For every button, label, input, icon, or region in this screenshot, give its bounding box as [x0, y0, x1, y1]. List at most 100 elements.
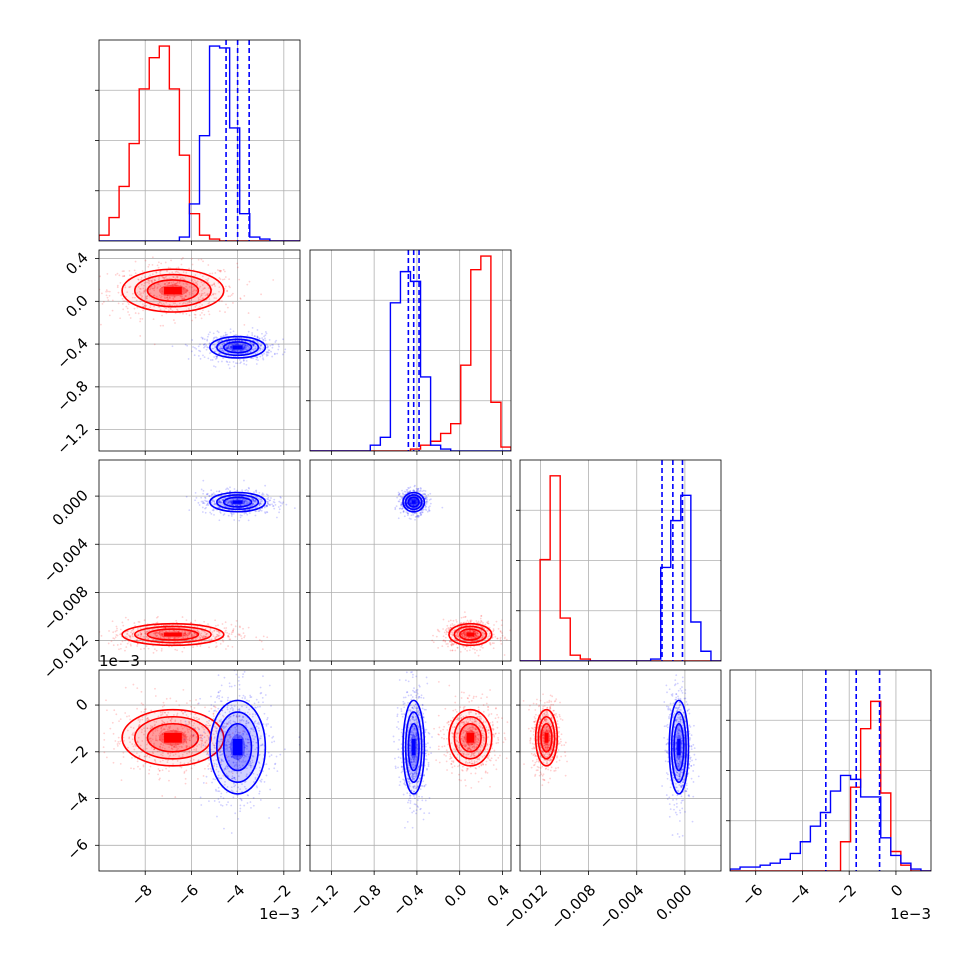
sample-point: [153, 748, 156, 751]
sample-point: [255, 355, 258, 358]
sample-point: [482, 633, 485, 636]
sample-point: [176, 731, 179, 733]
sample-point: [160, 649, 163, 652]
sample-point: [146, 754, 149, 757]
sample-point: [238, 498, 241, 501]
sample-point: [253, 501, 256, 503]
sample-point: [261, 492, 264, 495]
sample-point: [164, 283, 167, 285]
sample-point: [215, 624, 217, 627]
sample-point: [103, 751, 106, 754]
sample-point: [124, 635, 127, 638]
sample-point: [162, 635, 164, 638]
sample-point: [224, 334, 227, 337]
sample-point: [254, 748, 257, 751]
sample-point: [132, 628, 135, 631]
panel-frame: [98, 249, 301, 452]
sample-point: [256, 705, 259, 708]
sample-point: [193, 764, 196, 766]
sample-point: [215, 629, 218, 632]
sample-point: [231, 346, 233, 349]
sample-point: [235, 362, 237, 365]
sample-point: [213, 502, 216, 505]
sample-point: [442, 639, 445, 642]
sample-point: [426, 501, 429, 503]
sample-point: [168, 645, 171, 648]
y-tick-label: 0.4: [62, 249, 92, 279]
sample-point: [173, 745, 176, 748]
sample-point: [173, 745, 175, 748]
sample-point: [173, 295, 176, 298]
sample-point: [153, 744, 155, 747]
sample-point: [242, 348, 245, 350]
sample-point: [183, 751, 186, 753]
sample-point: [126, 291, 129, 294]
sample-point: [455, 620, 458, 623]
sample-point: [200, 635, 203, 638]
sample-point: [119, 740, 122, 743]
sample-point: [263, 506, 266, 509]
sample-point: [219, 744, 222, 747]
sample-point: [239, 497, 242, 500]
contour-line: [209, 335, 267, 359]
sample-point: [416, 500, 419, 503]
sample-point: [259, 349, 262, 352]
sample-point: [212, 509, 215, 512]
sample-point: [193, 748, 196, 751]
sample-point: [111, 309, 114, 312]
sample-point: [398, 493, 401, 495]
sample-point: [244, 344, 247, 347]
sample-point: [137, 736, 140, 739]
sample-point: [457, 630, 460, 633]
sample-point: [424, 493, 426, 496]
sample-point: [161, 719, 163, 722]
sample-point: [238, 735, 241, 738]
sample-point: [251, 334, 254, 336]
sample-point: [183, 287, 185, 290]
sample-point: [159, 743, 162, 745]
sample-point: [422, 489, 425, 492]
sample-point: [137, 278, 140, 281]
sample-point: [468, 626, 471, 629]
sample-point: [163, 294, 165, 297]
sample-point: [190, 720, 193, 723]
sample-point: [253, 335, 256, 338]
sample-point: [145, 625, 148, 628]
sample-point: [212, 759, 215, 762]
sample-point: [174, 283, 177, 285]
sample-point: [218, 631, 221, 634]
sample-point: [464, 632, 466, 635]
sample-point: [270, 350, 272, 353]
sample-point: [260, 498, 262, 501]
sample-point: [137, 719, 140, 721]
sample-point: [129, 643, 132, 646]
sample-point: [265, 351, 268, 353]
sample-point: [223, 513, 226, 515]
sample-point: [161, 711, 164, 714]
sample-point: [407, 486, 409, 489]
sample-point: [413, 497, 416, 500]
sample-point: [138, 721, 141, 723]
sample-point: [417, 514, 419, 517]
sample-point: [224, 285, 227, 288]
sample-point: [187, 642, 190, 645]
sample-point: [188, 751, 191, 754]
sample-point: [124, 712, 127, 714]
sample-point: [220, 349, 223, 352]
sample-point: [165, 724, 168, 727]
sample-point: [225, 747, 228, 750]
sample-point: [159, 296, 162, 299]
sample-point: [230, 512, 233, 515]
sample-point: [195, 748, 198, 750]
sample-point: [213, 283, 215, 286]
sample-point: [217, 635, 220, 638]
sample-point: [231, 502, 233, 505]
sample-point: [142, 305, 144, 308]
sample-point: [411, 498, 414, 501]
sample-point: [163, 728, 166, 730]
sample-point: [425, 498, 428, 501]
sample-point: [218, 352, 220, 355]
sample-point: [462, 646, 465, 648]
sample-point: [215, 641, 218, 644]
sample-point: [424, 490, 427, 492]
